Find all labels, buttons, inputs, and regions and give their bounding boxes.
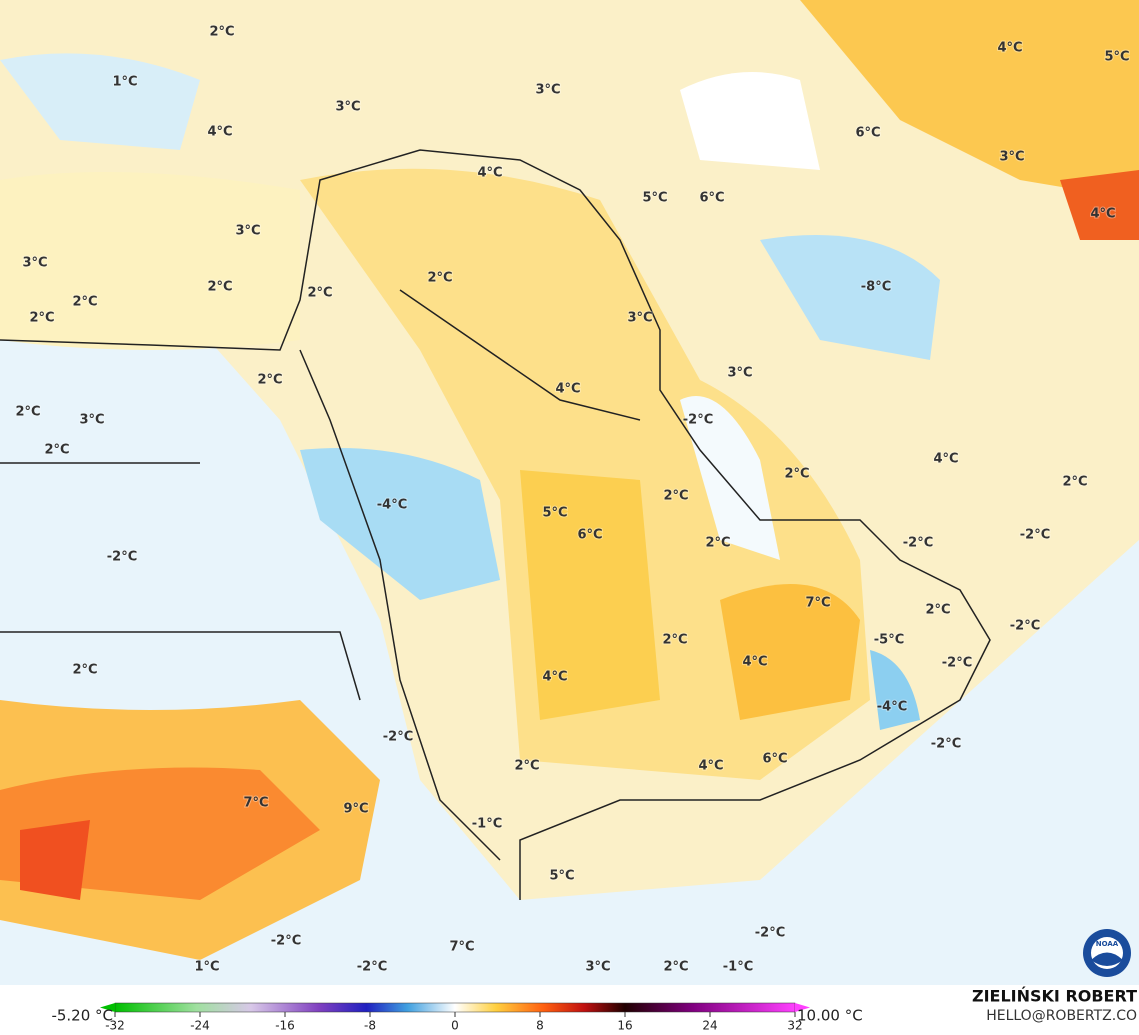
temperature-label: 4°C xyxy=(555,382,580,397)
borders xyxy=(0,149,991,900)
temperature-label: 5°C xyxy=(642,191,667,206)
colorbar-max-arrow xyxy=(795,1003,810,1012)
temperature-label: 1°C xyxy=(112,75,137,90)
temperature-label: -2°C xyxy=(1020,528,1050,543)
temperature-label: 2°C xyxy=(427,271,452,286)
temperature-label: -2°C xyxy=(683,413,713,428)
temperature-label: 3°C xyxy=(535,83,560,98)
temperature-label: 4°C xyxy=(997,41,1022,56)
temperature-label: 2°C xyxy=(663,960,688,975)
colorbar-min-label: -5.20 °C xyxy=(51,1007,113,1025)
temperature-label: 4°C xyxy=(542,670,567,685)
colorbar-tick-label: 0 xyxy=(451,1019,459,1033)
temperature-label: 2°C xyxy=(925,603,950,618)
colorbar-min-arrow xyxy=(100,1003,115,1012)
temperature-label: 3°C xyxy=(335,100,360,115)
temperature-label: 2°C xyxy=(307,286,332,301)
temperature-label: 2°C xyxy=(514,759,539,774)
temperature-label: -2°C xyxy=(357,960,387,975)
temperature-label: 2°C xyxy=(663,489,688,504)
temperature-label: 2°C xyxy=(29,311,54,326)
map-labels: 2°C 1°C 3°C 3°C 4°C 4°C 5°C 6°C 3°C 4°C 5°C 6°C 4°C 3… xyxy=(14,24,1130,976)
temperature-label: -2°C xyxy=(383,730,413,745)
temperature-label: -8°C xyxy=(861,280,891,295)
temperature-label: -2°C xyxy=(903,536,933,551)
colorbar-tick-label: 16 xyxy=(617,1019,632,1033)
temperature-label: 5°C xyxy=(549,869,574,884)
colorbar-ramp xyxy=(114,1002,796,1013)
temperature-label: 3°C xyxy=(235,224,260,239)
temperature-label: -2°C xyxy=(107,550,137,565)
colorbar-tick-label: 24 xyxy=(702,1019,717,1033)
map-background xyxy=(0,0,1139,985)
email: HELLO@ROBERTZ.CO xyxy=(986,1008,1137,1024)
temperature-label: 4°C xyxy=(1090,207,1115,222)
temperature-label: 2°C xyxy=(784,467,809,482)
temperature-label: 7°C xyxy=(805,596,830,611)
temperature-label: 2°C xyxy=(257,373,282,388)
colorbar-tick-label: -32 xyxy=(105,1019,125,1033)
temperature-label: -1°C xyxy=(723,960,753,975)
temperature-label: -2°C xyxy=(755,926,785,941)
temperature-label: -4°C xyxy=(877,700,907,715)
temperature-label: -2°C xyxy=(931,737,961,752)
colorbar-tick-label: -24 xyxy=(190,1019,210,1033)
temperature-label: 2°C xyxy=(1062,475,1087,490)
temperature-label: 3°C xyxy=(999,150,1024,165)
temperature-label: 5°C xyxy=(542,506,567,521)
noaa-logo: NOAA xyxy=(1083,929,1131,977)
temperature-label: 2°C xyxy=(72,295,97,310)
temperature-label: 4°C xyxy=(207,125,232,140)
temperature-label: 4°C xyxy=(742,655,767,670)
temperature-label: -1°C xyxy=(472,817,502,832)
temperature-label: 6°C xyxy=(699,191,724,206)
temperature-label: 6°C xyxy=(577,528,602,543)
temperature-label: 9°C xyxy=(343,802,368,817)
temperature-label: 2°C xyxy=(15,405,40,420)
temperature-label: -2°C xyxy=(942,656,972,671)
temperature-label: 3°C xyxy=(585,960,610,975)
temperature-label: 2°C xyxy=(72,663,97,678)
logo-text: NOAA xyxy=(1096,940,1119,948)
temperature-label: -4°C xyxy=(377,498,407,513)
temperature-label: -2°C xyxy=(271,934,301,949)
temperature-label: 4°C xyxy=(698,759,723,774)
temperature-label: 7°C xyxy=(243,796,268,811)
temperature-label: 2°C xyxy=(44,443,69,458)
temperature-label: 4°C xyxy=(933,452,958,467)
temperature-label: 7°C xyxy=(449,940,474,955)
temperature-label: 3°C xyxy=(727,366,752,381)
temperature-label: 2°C xyxy=(705,536,730,551)
colorbar: -5.20 °C 10.00 °C -32 -24 -16 -8 0 8 16 24 32 xyxy=(51,1002,863,1033)
temperature-label: 5°C xyxy=(1104,50,1129,65)
temperature-label: 2°C xyxy=(662,633,687,648)
temperature-label: 6°C xyxy=(762,752,787,767)
temperature-label: 4°C xyxy=(477,166,502,181)
temperature-label: 3°C xyxy=(22,256,47,271)
author: ZIELIŃSKI ROBERT xyxy=(972,987,1137,1006)
colorbar-max-label: 10.00 °C xyxy=(797,1007,863,1025)
temperature-label: 3°C xyxy=(627,311,652,326)
colorbar-tick-label: -16 xyxy=(275,1019,295,1033)
temperature-label: -2°C xyxy=(1010,619,1040,634)
temperature-label: 6°C xyxy=(855,126,880,141)
temperature-label: 2°C xyxy=(207,280,232,295)
colorbar-tick-label: 32 xyxy=(787,1019,802,1033)
temperature-label: 2°C xyxy=(209,25,234,40)
temperature-label: -5°C xyxy=(874,633,904,648)
temperature-label: 3°C xyxy=(79,413,104,428)
temperature-label: 1°C xyxy=(194,960,219,975)
colorbar-tick-label: -8 xyxy=(364,1019,376,1033)
colorbar-tick-label: 8 xyxy=(536,1019,544,1033)
